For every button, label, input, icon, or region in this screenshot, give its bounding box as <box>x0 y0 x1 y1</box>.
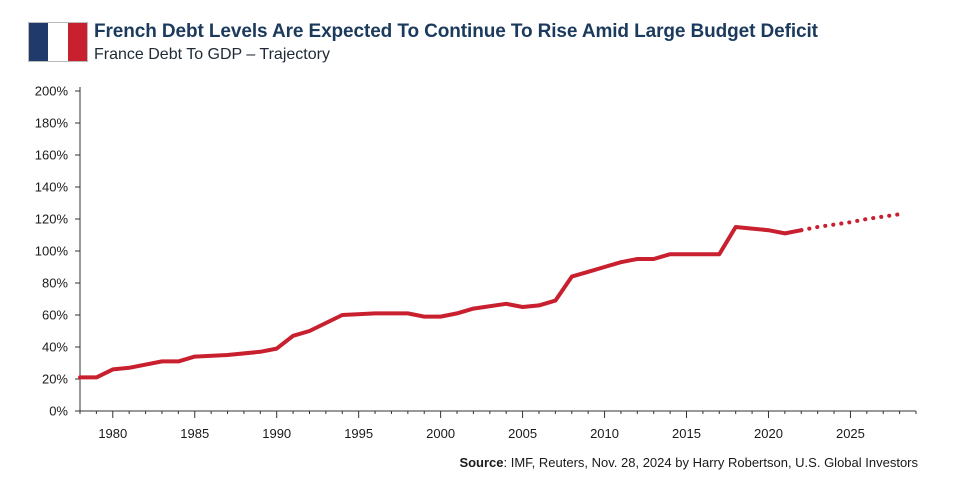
y-tick-label: 140% <box>35 180 69 195</box>
chart-title: French Debt Levels Are Expected To Conti… <box>94 21 818 42</box>
chart-axes <box>79 87 916 412</box>
flag-stripe-white <box>48 23 68 61</box>
x-tick-label: 1980 <box>98 426 127 441</box>
y-tick-label: 40% <box>42 340 68 355</box>
y-axis-ticks: 0% 20% 40% 60% 80% 100% 120% 140% 160% 180% 200% <box>35 84 80 419</box>
y-tick-label: 160% <box>35 148 69 163</box>
x-tick-label: 2000 <box>426 426 455 441</box>
x-tick-label: 2010 <box>590 426 619 441</box>
historical-series-line <box>78 225 804 380</box>
source-label: Source <box>459 455 504 470</box>
y-tick-label: 0% <box>49 404 68 419</box>
x-tick-label: 2020 <box>754 426 783 441</box>
projection-series-line <box>799 212 902 233</box>
y-tick-label: 20% <box>42 372 68 387</box>
x-tick-label: 1995 <box>344 426 373 441</box>
y-tick-label: 80% <box>42 276 68 291</box>
y-tick-label: 100% <box>35 244 69 259</box>
y-tick-label: 120% <box>35 212 69 227</box>
x-tick-label: 1990 <box>262 426 291 441</box>
france-flag-icon <box>28 22 88 62</box>
flag-stripe-red <box>67 23 87 61</box>
x-tick-label: 2015 <box>672 426 701 441</box>
y-tick-label: 60% <box>42 308 68 323</box>
x-tick-label: 2005 <box>508 426 537 441</box>
source-note: Source: IMF, Reuters, Nov. 28, 2024 by H… <box>459 455 918 470</box>
x-tick-label: 1985 <box>180 426 209 441</box>
x-axis-ticks: 1980 1985 1990 1995 2000 2005 2010 2015 2020 2025 <box>79 411 917 441</box>
chart-series <box>78 212 902 380</box>
x-tick-label: 2025 <box>836 426 865 441</box>
flag-stripe-blue <box>29 23 49 61</box>
chart-subtitle: France Debt To GDP – Trajectory <box>94 46 330 63</box>
source-text: : IMF, Reuters, Nov. 28, 2024 by Harry R… <box>503 455 918 470</box>
y-tick-label: 200% <box>35 84 69 99</box>
y-tick-label: 180% <box>35 116 69 131</box>
